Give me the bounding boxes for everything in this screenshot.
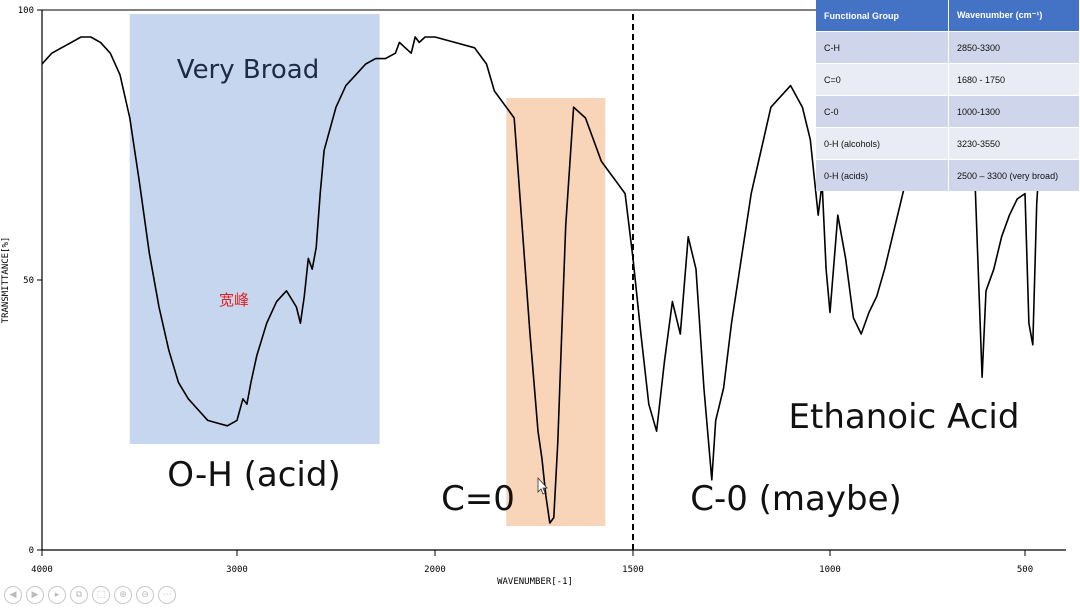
more-icon[interactable]: ⋯: [158, 586, 176, 604]
mouse-cursor-icon: [537, 476, 548, 495]
table-row: C=0 1680 - 1750: [816, 63, 1080, 96]
table-row: 0-H (acids) 2500 – 3300 (very broad): [816, 159, 1080, 191]
oh-band-highlight: [129, 14, 380, 444]
table-row: C-H 2850-3300: [816, 31, 1080, 64]
header-functional-group: Functional Group: [816, 0, 949, 32]
table-row: C-0 1000-1300: [816, 95, 1080, 128]
table-cell-range: 3230-3550: [948, 127, 1080, 160]
c-double-o-label: C=0: [441, 479, 515, 519]
co-band-highlight: [506, 98, 606, 526]
next-icon[interactable]: ▸: [48, 586, 66, 604]
link-icon[interactable]: ⧉: [70, 586, 88, 604]
y-tick-label: 50: [23, 276, 34, 286]
y-axis-label: TRANSMITTANCE[%]: [1, 237, 11, 324]
functional-group-table: Functional Group Wavenumber (cm⁻¹) C-H 2…: [816, 0, 1080, 191]
x-axis-label: WAVENUMBER[-1]: [497, 577, 573, 587]
video-player-controls: ◀ ▶ ▸ ⧉ ⬚ ⊕ ⊖ ⋯: [4, 586, 176, 606]
x-tick-label: 1500: [622, 565, 644, 575]
compound-label: Ethanoic Acid: [789, 397, 1020, 437]
y-ticks: 0 50 100: [18, 6, 42, 556]
c-o-maybe-label: C-0 (maybe): [690, 479, 902, 519]
table-row: 0-H (alcohols) 3230-3550: [816, 127, 1080, 160]
table-cell-group: C=0: [816, 63, 949, 96]
prev-icon[interactable]: ◀: [4, 586, 22, 604]
x-tick-label: 3000: [226, 565, 248, 575]
y-tick-label: 100: [18, 6, 34, 16]
table-cell-group: C-H: [816, 31, 949, 64]
x-tick-label: 1000: [819, 565, 841, 575]
x-ticks: 4000 3000 2000 1500 1000 500: [31, 550, 1033, 575]
zoom-icon[interactable]: ⊕: [114, 586, 132, 604]
oh-acid-label: O-H (acid): [167, 455, 340, 495]
table-cell-group: 0-H (acids): [816, 159, 949, 191]
table-cell-range: 2500 – 3300 (very broad): [948, 159, 1080, 191]
x-tick-label: 500: [1017, 565, 1033, 575]
very-broad-label: Very Broad: [177, 55, 319, 85]
y-tick-label: 0: [29, 546, 34, 556]
play-icon[interactable]: ▶: [26, 586, 44, 604]
table-header-row: Functional Group Wavenumber (cm⁻¹): [816, 0, 1080, 32]
table-cell-range: 2850-3300: [948, 31, 1080, 64]
broad-peak-cn-label: 宽峰: [219, 291, 249, 309]
table-cell-range: 1680 - 1750: [948, 63, 1080, 96]
table-cell-range: 1000-1300: [948, 95, 1080, 128]
zoom-out-icon[interactable]: ⊖: [136, 586, 154, 604]
table-cell-group: C-0: [816, 95, 949, 128]
x-tick-label: 4000: [31, 565, 53, 575]
fullscreen-icon[interactable]: ⬚: [92, 586, 110, 604]
table-cell-group: 0-H (alcohols): [816, 127, 949, 160]
header-wavenumber: Wavenumber (cm⁻¹): [948, 0, 1080, 32]
x-tick-label: 2000: [424, 565, 446, 575]
